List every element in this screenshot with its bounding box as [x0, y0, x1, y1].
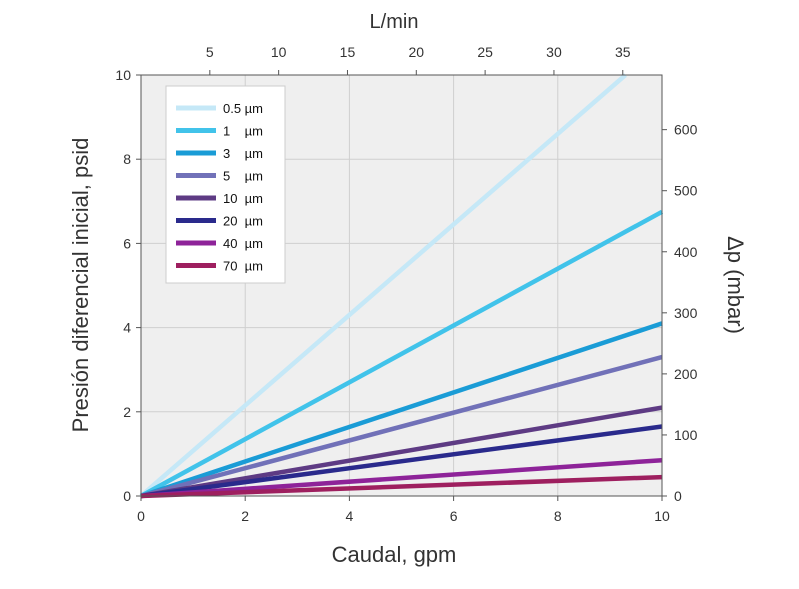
y2-tick-label: 400 — [674, 244, 698, 260]
y-tick-label: 2 — [123, 404, 131, 420]
series-line — [140, 354, 663, 499]
series-line — [140, 405, 663, 499]
x2-tick-label: 20 — [409, 44, 425, 60]
legend-box — [165, 85, 286, 284]
x2-tick-label: 35 — [615, 44, 631, 60]
series-line — [140, 321, 663, 499]
y-axis-title: Presión diferencial inicial, psid — [68, 138, 93, 433]
y2-tick-label: 100 — [674, 427, 698, 443]
y2-tick-label: 0 — [674, 488, 682, 504]
y-tick-label: 8 — [123, 151, 131, 167]
series-line — [139, 209, 664, 498]
legend-label: 5 µm — [223, 169, 263, 184]
grid-lines — [140, 74, 663, 497]
x-tick-label: 2 — [241, 508, 249, 524]
y-tick-label: 4 — [123, 320, 131, 336]
x2-tick-label: 5 — [206, 44, 214, 60]
legend: 0.5 µm 1 µm 3 µm 5 µm 10 µm 20 µm 40 µm 70 µm — [165, 85, 286, 284]
legend-label: 20 µm — [223, 214, 263, 229]
series-line — [139, 73, 627, 498]
x2-axis-title: L/min — [370, 11, 419, 33]
y-tick-label: 0 — [123, 488, 131, 504]
series-line — [140, 424, 663, 499]
legend-label: 40 µm — [223, 236, 263, 251]
legend-label: 10 µm — [223, 191, 263, 206]
x-tick-label: 0 — [137, 508, 145, 524]
series-lines — [139, 73, 664, 499]
plot-frame — [140, 74, 663, 497]
legend-label: 1 µm — [223, 124, 263, 139]
series-line — [140, 457, 663, 499]
x2-tick-label: 15 — [340, 44, 356, 60]
x-tick-label: 6 — [450, 508, 458, 524]
x2-tick-label: 25 — [477, 44, 493, 60]
series-line — [140, 474, 663, 499]
y2-tick-label: 200 — [674, 366, 698, 382]
legend-label: 70 µm — [223, 259, 263, 274]
legend-label: 0.5 µm — [223, 101, 263, 116]
x-tick-label: 10 — [654, 508, 670, 524]
x-axis-title: Caudal, gpm — [332, 542, 457, 567]
x-tick-label: 4 — [346, 508, 354, 524]
x-tick-label: 8 — [554, 508, 562, 524]
y2-axis-title: Δp (mbar) — [723, 236, 748, 334]
y2-tick-label: 300 — [674, 305, 698, 321]
legend-label: 3 µm — [223, 146, 263, 161]
x2-tick-label: 10 — [271, 44, 287, 60]
y2-tick-label: 600 — [674, 122, 698, 138]
y-tick-label: 6 — [123, 235, 131, 251]
y-tick-label: 10 — [115, 67, 131, 83]
x2-tick-label: 30 — [546, 44, 562, 60]
y2-tick-label: 500 — [674, 183, 698, 199]
